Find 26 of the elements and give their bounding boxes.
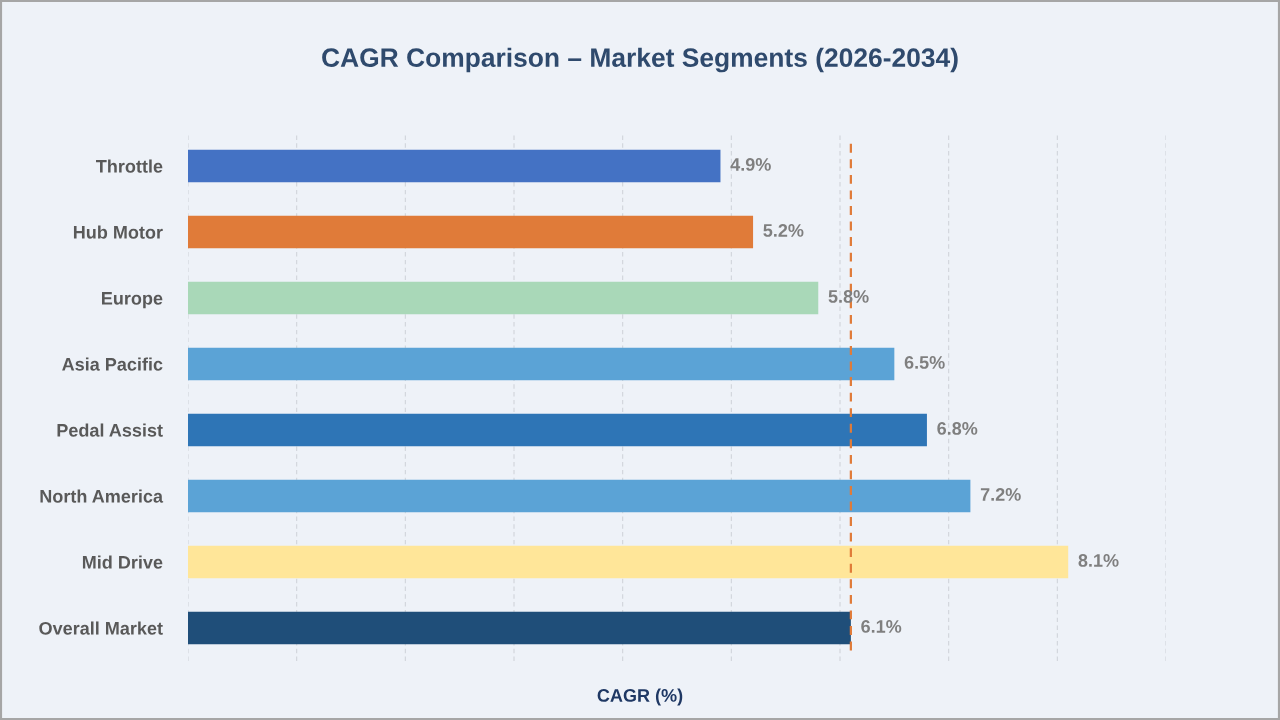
- data-label: 6.5%: [904, 356, 945, 369]
- y-tick-label: North America: [40, 489, 164, 503]
- x-axis-title: CAGR (%): [597, 688, 683, 706]
- bar: [188, 215, 754, 249]
- y-tick-label: Hub Motor: [73, 225, 163, 239]
- bar: [188, 611, 851, 645]
- bar: [188, 281, 819, 315]
- bar: [188, 479, 971, 513]
- chart-title: CAGR Comparison – Market Segments (2026-2034): [322, 47, 958, 73]
- y-tick-label: Overall Market: [39, 621, 163, 635]
- data-label: 5.2%: [763, 224, 804, 237]
- y-tick-label: Asia Pacific: [62, 357, 163, 371]
- bar: [188, 149, 721, 183]
- bar: [188, 545, 1069, 579]
- y-tick-label: Europe: [102, 292, 163, 309]
- data-label: 7.2%: [980, 488, 1021, 501]
- data-label: 6.8%: [937, 422, 978, 435]
- y-tick-label: Pedal Assist: [57, 423, 163, 437]
- data-label: 5.8%: [828, 290, 869, 303]
- data-label: 4.9%: [730, 158, 771, 171]
- bar: [188, 347, 895, 381]
- y-tick-label: Throttle: [96, 159, 163, 173]
- data-label: 8.1%: [1078, 554, 1119, 567]
- data-label: 6.1%: [861, 620, 902, 633]
- y-tick-label: Mid Drive: [82, 555, 163, 569]
- bar: [188, 413, 927, 447]
